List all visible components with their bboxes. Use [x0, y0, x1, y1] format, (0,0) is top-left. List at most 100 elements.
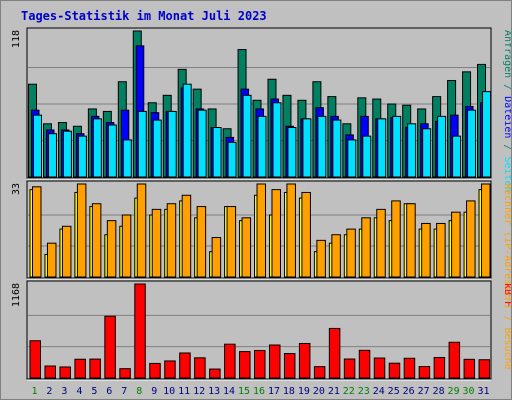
legend-part: Seiten [502, 156, 511, 192]
bar-kbytes-kb-f [164, 360, 176, 379]
bar-visits-besuche [466, 200, 476, 278]
bar-requests-seiten [242, 94, 252, 178]
day-label: 14 [223, 386, 235, 397]
bar-requests-seiten [257, 115, 267, 178]
day-label: 27 [418, 386, 430, 397]
day-label: 8 [136, 386, 142, 397]
bar-requests-seiten [152, 119, 162, 178]
bar-kbytes-kb-f [358, 349, 371, 379]
bar-kbytes-kb-f [59, 366, 71, 379]
bar-requests-seiten [407, 123, 417, 178]
bar-requests-seiten [47, 133, 57, 178]
day-label: 11 [178, 386, 190, 397]
day-label: 25 [388, 386, 400, 397]
legend-part: / [502, 78, 511, 96]
day-label: 19 [298, 386, 310, 397]
bar-kbytes-kb-f [149, 362, 161, 379]
bar-kbytes-kb-f [433, 356, 446, 379]
bar-visits-besuche [361, 217, 371, 278]
day-label: 24 [373, 386, 385, 397]
bar-visits-besuche [286, 183, 296, 278]
bar-requests-seiten [317, 115, 327, 178]
day-label: 10 [163, 386, 175, 397]
bar-visits-besuche [436, 222, 446, 278]
day-label: 15 [238, 386, 250, 397]
bar-kbytes-kb-f [448, 341, 461, 379]
bar-kbytes-kb-f [134, 283, 146, 379]
max-label-visits: 33 [11, 183, 22, 195]
bar-visits-besuche [301, 191, 311, 278]
bar-kbytes-kb-f [224, 343, 236, 379]
bar-visits-besuche [481, 183, 491, 278]
bar-requests-seiten [122, 139, 132, 178]
bar-visits-besuche [256, 183, 267, 278]
bar-kbytes-kb-f [209, 368, 221, 379]
day-label: 1 [31, 386, 37, 397]
bar-kbytes-kb-f [298, 342, 311, 379]
bar-kbytes-kb-f [478, 359, 491, 379]
bar-visits-besuche [391, 200, 401, 278]
bar-requests-seiten [302, 118, 312, 178]
legend-label-kbytes: kB F [502, 283, 511, 307]
day-label: 23 [358, 386, 370, 397]
bar-kbytes-kb-f [239, 351, 251, 379]
bar-requests-seiten [452, 135, 462, 178]
bar-visits-besuche [316, 239, 326, 278]
bar-requests-seiten [197, 109, 207, 178]
bar-requests-seiten [167, 110, 177, 178]
legend-part: / [502, 138, 511, 156]
chart-title: Tages-Statistik im Monat Juli 2023 [21, 9, 267, 23]
bar-kbytes-kb-f [29, 340, 41, 379]
bar-requests-seiten [107, 124, 117, 178]
bar-visits-besuche [211, 237, 222, 278]
day-label: 31 [477, 386, 489, 397]
bar-requests-seiten [467, 109, 477, 178]
legend-part: Besuche [502, 328, 511, 370]
bar-visits-besuche [376, 208, 386, 278]
bar-kbytes-kb-f [418, 366, 431, 379]
legend-part: kB F [502, 283, 511, 307]
bar-visits-besuche [106, 220, 117, 278]
day-label: 18 [283, 386, 295, 397]
day-label: 7 [121, 386, 127, 397]
bar-requests-seiten [347, 139, 357, 178]
bar-visits-besuche [346, 228, 356, 278]
day-label: 4 [76, 386, 82, 397]
legend-part: Anfragen [502, 30, 511, 78]
bar-kbytes-kb-f [254, 349, 266, 379]
day-label: 29 [448, 386, 460, 397]
max-label-kbytes: 1168 [11, 283, 22, 307]
bar-requests-seiten [332, 119, 342, 178]
bar-requests-seiten [482, 91, 492, 178]
day-label: 20 [313, 386, 325, 397]
bar-visits-besuche [451, 211, 461, 278]
max-label-requests: 118 [11, 30, 22, 48]
legend-part: Rechner (IP-Adressen) [502, 183, 511, 309]
bar-requests-seiten [287, 127, 297, 178]
bar-requests-seiten [362, 135, 372, 178]
bar-visits-besuche [331, 234, 341, 278]
bar-visits-besuche [91, 203, 102, 278]
legend-label-requests: Anfragen / Dateien / Seiten [502, 30, 511, 193]
bar-visits-besuche [121, 214, 132, 278]
bar-kbytes-kb-f [44, 365, 56, 379]
day-label: 9 [151, 386, 157, 397]
day-label: 26 [403, 386, 415, 397]
day-label: 16 [253, 386, 265, 397]
day-label: 13 [208, 386, 220, 397]
bar-requests-seiten [182, 83, 192, 178]
bar-requests-seiten [77, 135, 87, 178]
bar-requests-seiten [212, 127, 222, 178]
bar-visits-besuche [226, 206, 237, 278]
bar-kbytes-kb-f [463, 358, 476, 379]
bar-requests-seiten [227, 141, 237, 178]
bar-kbytes-kb-f [119, 368, 131, 379]
bar-visits-besuche [181, 194, 192, 278]
bar-visits-besuche [61, 225, 72, 278]
bar-kbytes-kb-f [373, 357, 386, 379]
bar-kbytes-kb-f [268, 344, 281, 379]
bar-visits-besuche [136, 183, 147, 278]
bar-requests-seiten [422, 128, 432, 178]
